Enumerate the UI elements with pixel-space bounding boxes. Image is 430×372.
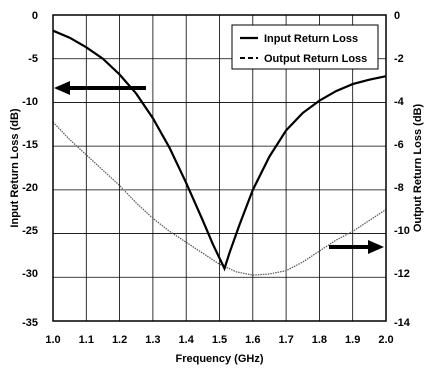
right-axis-arrow [329,240,384,254]
x-tick-label: 1.4 [179,334,195,346]
x-tick-label: 1.9 [345,334,360,346]
legend-box [231,24,379,70]
series-output-return-loss-line [52,121,387,276]
x-tick-label: 1.0 [45,334,60,346]
x-tick-label: 1.6 [245,334,260,346]
y-right-tick-label: -8 [394,182,404,194]
y-right-tick-label: -14 [394,317,411,329]
x-tick-label: 2.0 [378,334,393,346]
y-left-tick-label: -35 [22,317,38,329]
x-tick-label: 1.2 [112,334,127,346]
legend-label-output: Output Return Loss [264,53,367,65]
y-left-tick-label: -15 [22,139,38,151]
x-tick-label: 1.1 [79,334,94,346]
y-right-tick-label: -4 [394,96,405,108]
y-left-tick-label: 0 [32,10,38,22]
right-arrow-head [368,240,384,254]
right-y-axis-title: Output Return Loss (dB) [412,104,424,233]
x-tick-label: 1.8 [312,334,327,346]
y-right-tick-label: -6 [394,139,404,151]
plot-frame [52,14,387,322]
legend: Input Return Loss Output Return Loss [231,24,379,70]
series-input-return-loss-line [52,29,387,272]
left-arrow-head [54,81,70,95]
x-tick-label: 1.7 [278,334,293,346]
y-right-tick-label: -10 [394,225,410,237]
x-tick-labels: 1.0 1.1 1.2 1.3 1.4 1.5 1.6 1.7 1.8 1.9 … [45,334,393,346]
left-y-tick-labels: 0 -5 -10 -15 -20 -25 -30 -35 [22,10,38,329]
y-left-tick-label: -20 [22,182,38,194]
y-left-tick-label: -10 [22,96,38,108]
y-left-tick-label: -30 [22,268,38,280]
y-left-tick-label: -5 [28,53,38,65]
y-left-tick-label: -25 [22,225,38,237]
left-axis-arrow [54,81,146,95]
x-tick-label: 1.5 [212,334,227,346]
x-axis-title: Frequency (GHz) [175,353,263,365]
right-y-tick-labels: 0 -2 -4 -6 -8 -10 -12 -14 [394,10,411,329]
y-right-tick-label: 0 [394,10,400,22]
y-right-tick-label: -2 [394,53,404,65]
left-y-axis-title: Input Return Loss (dB) [9,108,21,227]
y-right-tick-label: -12 [394,268,410,280]
x-tick-label: 1.3 [145,334,160,346]
legend-label-input: Input Return Loss [264,33,358,45]
